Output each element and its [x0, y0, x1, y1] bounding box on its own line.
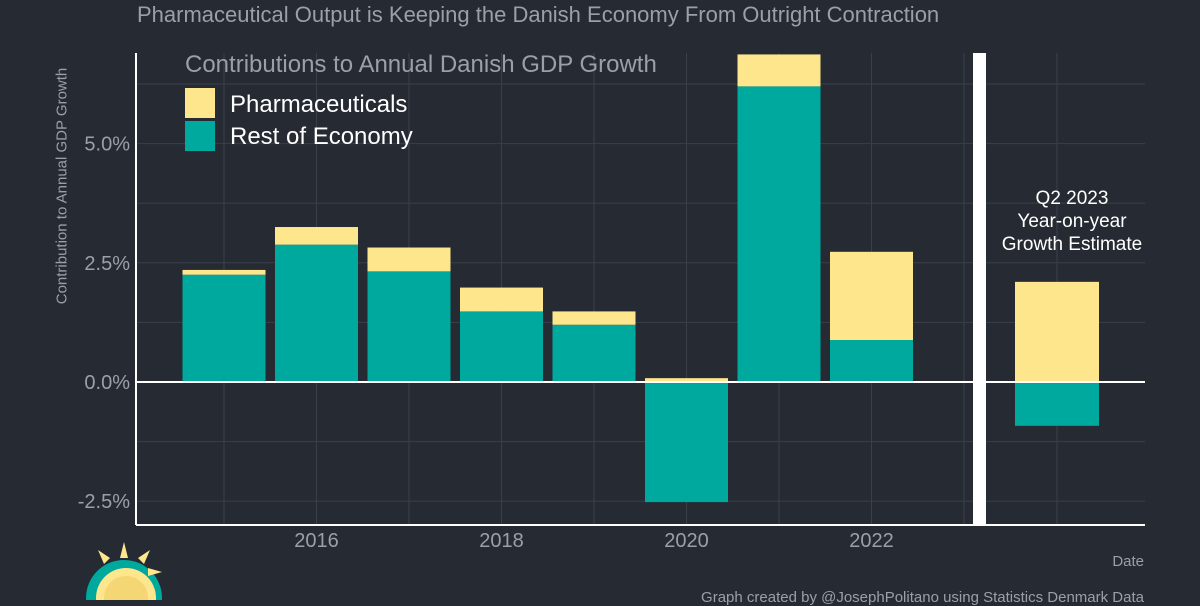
bar-rest-of-economy	[182, 274, 266, 382]
bar-marks	[182, 54, 1099, 503]
legend-label-pharmaceuticals: Pharmaceuticals	[230, 91, 407, 118]
bar-pharmaceuticals	[275, 227, 358, 245]
bar-rest-of-economy	[460, 311, 543, 382]
bar-pharmaceuticals	[737, 54, 821, 87]
x-tick-label: 2022	[849, 530, 894, 552]
bar-pharmaceuticals	[830, 251, 913, 341]
estimate-separator	[973, 53, 986, 525]
bar-rest-of-economy	[737, 86, 821, 382]
page-title: Pharmaceutical Output is Keeping the Dan…	[137, 2, 940, 27]
q2-2023-estimate: Q2 2023 Year-on-year Growth Estimate	[1002, 188, 1142, 255]
y-tick-label: 5.0%	[84, 134, 130, 156]
estimate-label-line-1: Q2 2023	[1036, 188, 1109, 209]
estimate-label-line-2: Year-on-year	[1017, 211, 1127, 232]
x-tick-label: 2018	[479, 530, 524, 552]
chart-title: Contributions to Annual Danish GDP Growt…	[185, 51, 657, 78]
bar-pharmaceuticals	[182, 269, 266, 275]
bar-pharmaceuticals	[552, 311, 636, 325]
x-tick-label: 2020	[664, 530, 709, 552]
bar-pharmaceuticals	[460, 287, 543, 312]
legend-swatch-pharmaceuticals	[185, 88, 215, 118]
bar-rest-of-economy	[645, 381, 728, 503]
bar-pharmaceuticals	[645, 378, 728, 382]
y-tick-label: -2.5%	[78, 491, 130, 513]
bar-rest-of-economy	[552, 324, 636, 382]
legend-label-rest-of-economy: Rest of Economy	[230, 123, 413, 150]
bar-estimate-rest-of-economy	[1015, 381, 1099, 426]
bar-rest-of-economy	[367, 271, 451, 382]
x-tick-label: 2016	[294, 530, 339, 552]
bar-pharmaceuticals	[367, 247, 451, 272]
y-tick-label: 0.0%	[84, 372, 130, 394]
x-axis-title: Date	[1112, 553, 1144, 570]
bar-rest-of-economy	[275, 244, 358, 382]
axes: -2.5% 0.0% 2.5% 5.0% 2016 2018 2020 2022	[78, 53, 1145, 552]
legend: Contributions to Annual Danish GDP Growt…	[185, 51, 657, 151]
source-caption: Graph created by @JosephPolitano using S…	[701, 589, 1144, 606]
sun-logo-icon	[86, 542, 162, 600]
estimate-label-line-3: Growth Estimate	[1002, 234, 1142, 255]
bar-estimate-pharmaceuticals	[1015, 281, 1099, 382]
y-axis-title: Contribution to Annual GDP Growth	[53, 67, 71, 305]
bar-rest-of-economy	[830, 340, 913, 382]
legend-swatch-rest-of-economy	[185, 121, 215, 151]
y-tick-label: 2.5%	[84, 253, 130, 275]
